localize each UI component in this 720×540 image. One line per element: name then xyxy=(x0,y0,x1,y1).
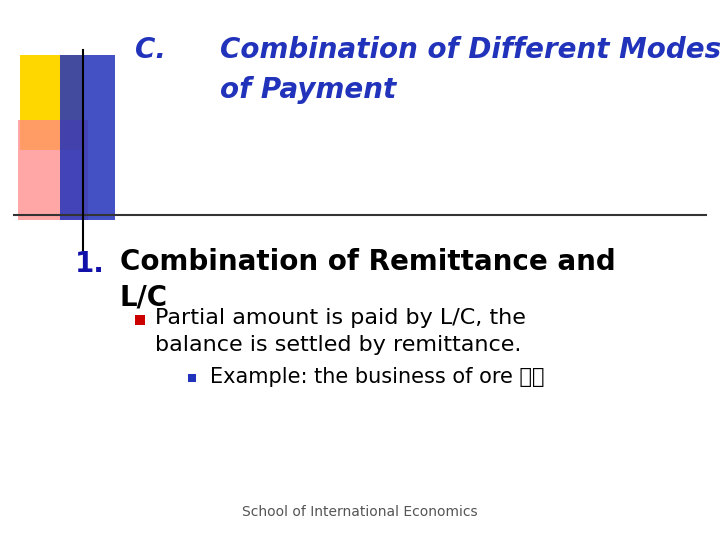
Text: L/C: L/C xyxy=(120,284,168,312)
Bar xyxy=(60,55,115,220)
Bar xyxy=(188,374,196,382)
Text: School of International Economics: School of International Economics xyxy=(242,505,478,519)
Text: C.: C. xyxy=(135,36,166,64)
Text: Combination of Remittance and: Combination of Remittance and xyxy=(120,248,616,276)
Bar xyxy=(135,315,145,325)
Bar xyxy=(20,55,82,150)
Text: 1.: 1. xyxy=(75,250,105,278)
Text: of Payment: of Payment xyxy=(220,76,396,104)
Text: balance is settled by remittance.: balance is settled by remittance. xyxy=(155,335,521,355)
Text: Partial amount is paid by L/C, the: Partial amount is paid by L/C, the xyxy=(155,308,526,328)
Text: Combination of Different Modes: Combination of Different Modes xyxy=(220,36,720,64)
Bar xyxy=(18,120,88,220)
Text: Example: the business of ore 矿沙: Example: the business of ore 矿沙 xyxy=(210,367,544,387)
